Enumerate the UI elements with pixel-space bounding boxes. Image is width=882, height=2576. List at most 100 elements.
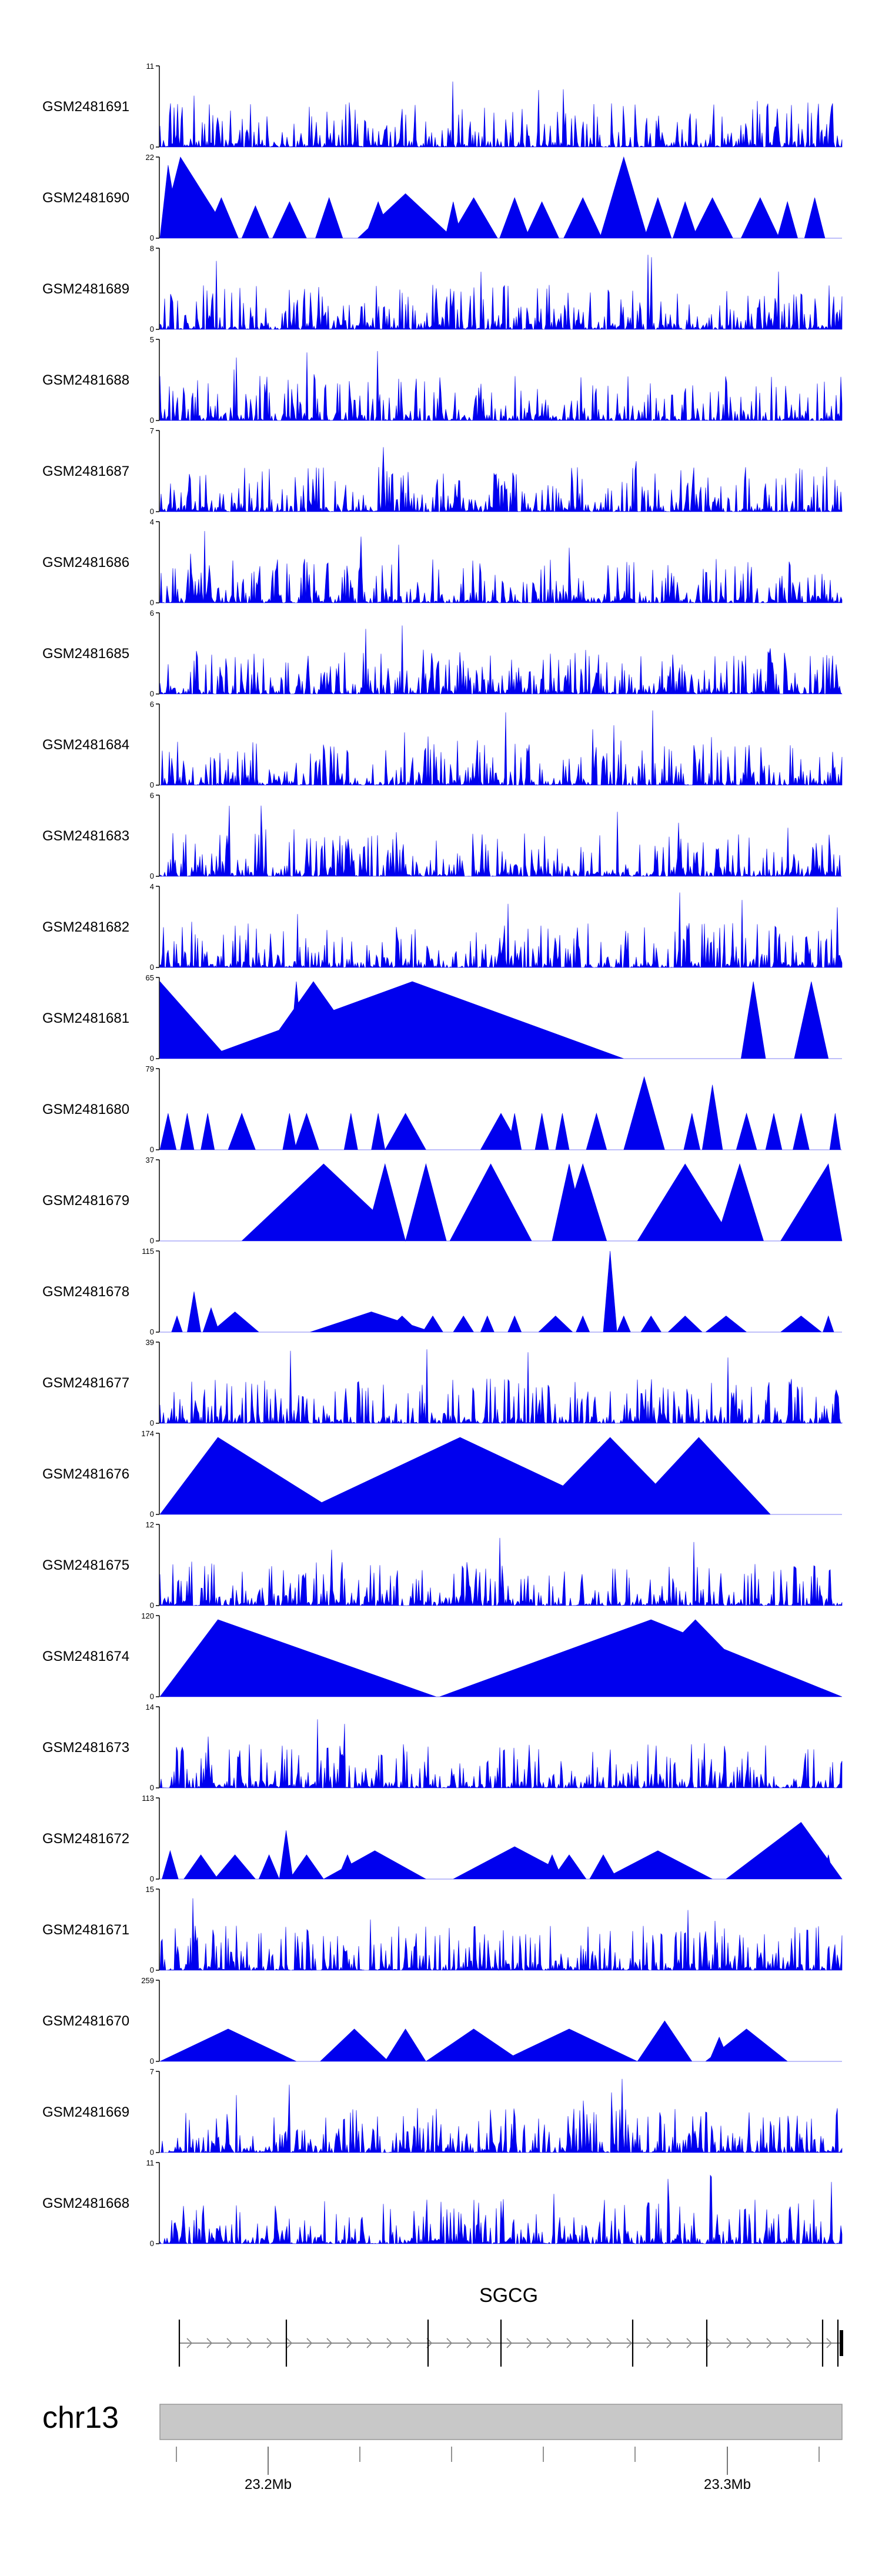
chevron-right-icon	[306, 2338, 313, 2348]
y-axis-max-label: 6	[150, 700, 154, 709]
signal-area	[159, 710, 843, 786]
tick-label-23-3mb: 23.3Mb	[704, 2477, 751, 2492]
y-axis-min-label: 0	[150, 2239, 154, 2248]
y-axis-max-label: 39	[146, 1338, 154, 1347]
chevron-right-icon	[186, 2338, 193, 2348]
y-axis-max-label: 6	[150, 791, 154, 800]
y-axis-min-label: 0	[150, 689, 154, 698]
track-GSM2481681: GSM2481681 65 0	[42, 973, 842, 1063]
y-axis-max-label: 4	[150, 518, 154, 526]
track-label: GSM2481689	[42, 281, 129, 297]
track-GSM2481687: GSM2481687 7 0	[42, 426, 843, 516]
track-label: GSM2481688	[42, 372, 129, 388]
track-label: GSM2481673	[42, 1740, 129, 1756]
y-axis-max-label: 7	[150, 2067, 154, 2076]
y-axis-min-label: 0	[150, 416, 154, 425]
track-GSM2481679: GSM2481679 37 0	[42, 1156, 843, 1245]
signal-area	[159, 981, 842, 1059]
chevron-right-icon	[766, 2338, 773, 2348]
signal-area	[159, 1898, 843, 1971]
gene-track: SGCG	[178, 2284, 843, 2367]
track-GSM2481682: GSM2481682 4 0	[42, 882, 843, 972]
track-label: GSM2481686	[42, 555, 129, 570]
y-axis-max-label: 4	[150, 882, 154, 891]
track-label: GSM2481669	[42, 2104, 129, 2120]
chevron-right-icon	[406, 2338, 413, 2348]
track-label: GSM2481676	[42, 1466, 129, 1482]
track-label: GSM2481685	[42, 646, 129, 662]
signal-area	[160, 1821, 843, 1880]
y-axis-min-label: 0	[150, 1692, 154, 1701]
y-axis-max-label: 259	[141, 1976, 154, 1985]
y-axis-min-label: 0	[150, 507, 154, 516]
track-GSM2481669: GSM2481669 7 0	[42, 2067, 843, 2157]
chevron-right-icon	[806, 2338, 813, 2348]
signal-area	[159, 2174, 843, 2245]
y-axis-max-label: 22	[146, 153, 154, 162]
gene-exons	[178, 2320, 843, 2367]
track-label: GSM2481680	[42, 1102, 129, 1117]
y-axis-max-label: 79	[146, 1065, 154, 1073]
signal-area	[159, 1437, 842, 1515]
y-axis-max-label: 12	[146, 1520, 154, 1529]
y-axis-min-label: 0	[150, 142, 154, 151]
chevron-right-icon	[226, 2338, 233, 2348]
chevron-right-icon	[266, 2338, 273, 2348]
track-GSM2481691: GSM2481691 11 0	[42, 62, 843, 151]
track-GSM2481668: GSM2481668 11 0	[42, 2158, 843, 2248]
chevron-right-icon	[746, 2338, 753, 2348]
signal-area	[159, 81, 843, 148]
gene-strand-chevrons	[186, 2338, 833, 2348]
y-axis-max-label: 174	[141, 1429, 154, 1438]
y-axis-max-label: 5	[150, 335, 154, 344]
chevron-right-icon	[566, 2338, 573, 2348]
chevron-right-icon	[366, 2338, 373, 2348]
signal-area	[159, 2020, 842, 2062]
signal-area	[159, 351, 843, 422]
signal-area	[160, 1250, 842, 1333]
chevron-right-icon	[486, 2338, 493, 2348]
y-axis-max-label: 11	[146, 2158, 155, 2167]
genome-axis-ticks	[176, 2447, 820, 2475]
chevron-right-icon	[666, 2338, 673, 2348]
chevron-right-icon	[286, 2338, 293, 2348]
signal-area	[159, 1719, 843, 1789]
signal-area	[159, 1619, 843, 1697]
track-GSM2481674: GSM2481674 120 0	[42, 1611, 843, 1701]
y-axis-min-label: 0	[150, 1510, 154, 1519]
chevron-right-icon	[586, 2338, 593, 2348]
track-GSM2481684: GSM2481684 6 0	[42, 700, 843, 789]
chevron-right-icon	[726, 2338, 733, 2348]
track-label: GSM2481691	[42, 99, 129, 115]
ideogram-track: chr13 23.2Mb 23.3Mb	[42, 2401, 843, 2492]
gene-label: SGCG	[479, 2284, 538, 2307]
y-axis-min-label: 0	[150, 1966, 154, 1974]
chevron-right-icon	[506, 2338, 513, 2348]
chevron-right-icon	[626, 2338, 633, 2348]
y-axis-min-label: 0	[150, 1145, 154, 1154]
y-axis-min-label: 0	[150, 598, 154, 607]
y-axis-min-label: 0	[150, 2057, 154, 2066]
track-GSM2481683: GSM2481683 6 0	[42, 791, 842, 880]
track-GSM2481670: GSM2481670 259 0	[42, 1976, 842, 2066]
track-GSM2481671: GSM2481671 15 0	[42, 1885, 843, 1974]
y-axis-max-label: 65	[146, 973, 154, 982]
track-label: GSM2481668	[42, 2195, 129, 2211]
chevron-right-icon	[526, 2338, 533, 2348]
track-label: GSM2481677	[42, 1375, 129, 1391]
gene-exon-end	[840, 2330, 843, 2356]
signal-area	[159, 1537, 843, 1607]
chevron-right-icon	[386, 2338, 393, 2348]
track-label: GSM2481674	[42, 1649, 129, 1664]
track-GSM2481676: GSM2481676 174 0	[42, 1429, 842, 1519]
y-axis-min-label: 0	[150, 1327, 154, 1336]
y-axis-max-label: 11	[146, 62, 155, 71]
signal-area	[159, 805, 842, 877]
track-GSM2481673: GSM2481673 14 0	[42, 1703, 843, 1792]
track-GSM2481678: GSM2481678 115 0	[42, 1247, 842, 1336]
track-label: GSM2481687	[42, 463, 129, 479]
chevron-right-icon	[606, 2338, 613, 2348]
y-axis-min-label: 0	[150, 780, 154, 789]
signal-area	[159, 530, 843, 604]
signal-area	[159, 255, 843, 330]
